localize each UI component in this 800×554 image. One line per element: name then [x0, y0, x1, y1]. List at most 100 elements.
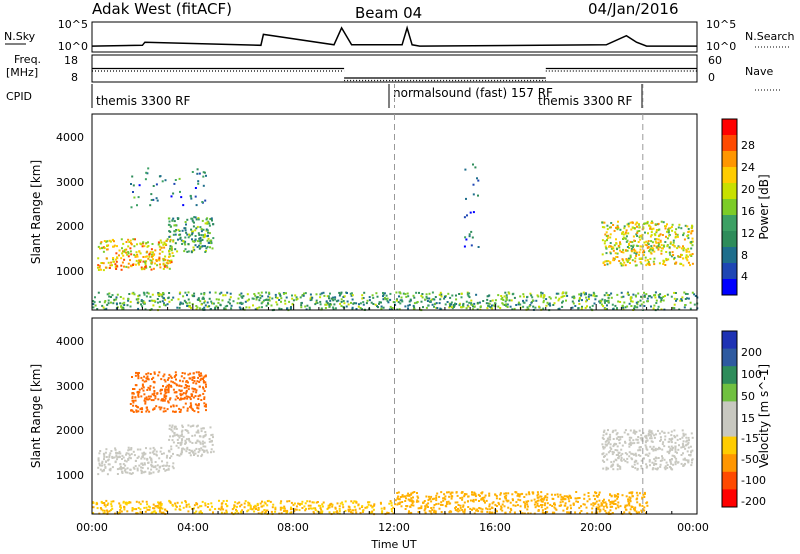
data-cell	[662, 244, 665, 247]
data-cell	[153, 510, 156, 513]
data-cell	[498, 497, 501, 500]
data-cell	[218, 292, 221, 295]
data-cell	[311, 296, 314, 299]
data-cell	[410, 512, 413, 514]
data-cell	[428, 495, 430, 498]
data-cell	[217, 507, 220, 510]
data-cell	[204, 504, 207, 507]
data-cell	[224, 294, 227, 297]
data-cell	[609, 251, 612, 254]
data-cell	[659, 293, 662, 296]
data-cell	[635, 251, 638, 254]
data-cell	[121, 252, 124, 255]
data-cell	[209, 426, 212, 429]
data-cell	[473, 305, 476, 308]
data-cell	[617, 456, 620, 459]
data-cell	[650, 234, 653, 237]
colorbar-swatch	[722, 263, 737, 280]
data-cell	[119, 463, 122, 465]
data-cell	[527, 307, 530, 310]
data-cell	[235, 510, 238, 513]
data-cell	[691, 291, 694, 294]
data-cell	[304, 292, 307, 295]
data-cell	[362, 303, 365, 306]
data-cell	[473, 302, 476, 305]
data-cell	[500, 506, 503, 509]
data-cell	[121, 454, 124, 457]
data-cell	[188, 438, 190, 441]
data-cell	[285, 296, 288, 299]
data-cell	[245, 306, 248, 309]
data-cell	[618, 442, 621, 445]
data-cell	[657, 248, 660, 251]
data-cell	[650, 220, 653, 223]
data-cell	[612, 259, 615, 262]
data-cell	[240, 292, 243, 295]
velocity-y-ticks: 4000 3000 2000 1000	[56, 335, 84, 482]
data-cell	[652, 307, 655, 310]
data-cell	[147, 505, 150, 508]
data-cell	[577, 307, 580, 310]
power-heatmap	[92, 163, 699, 312]
data-cell	[507, 499, 510, 502]
data-cell	[110, 509, 113, 512]
data-cell	[636, 501, 639, 504]
data-cell	[200, 455, 203, 458]
data-cell	[190, 395, 193, 398]
data-cell	[127, 245, 130, 248]
data-cell	[142, 389, 145, 392]
data-cell	[613, 244, 616, 247]
data-cell	[183, 250, 186, 253]
data-cell	[460, 306, 462, 309]
data-cell	[472, 493, 475, 496]
data-cell	[322, 501, 325, 504]
power-colorbar	[722, 119, 737, 296]
data-cell	[154, 262, 157, 265]
data-cell	[225, 499, 228, 502]
data-cell	[682, 465, 685, 467]
data-cell	[340, 300, 343, 303]
data-cell	[566, 506, 569, 509]
data-cell	[643, 222, 646, 225]
data-cell	[518, 495, 521, 498]
data-cell	[382, 306, 385, 309]
data-cell	[540, 506, 543, 509]
data-cell	[148, 387, 151, 390]
data-cell	[510, 299, 513, 302]
data-cell	[619, 301, 622, 303]
data-cell	[470, 230, 473, 233]
data-cell	[636, 438, 639, 441]
data-cell	[237, 297, 240, 300]
data-cell	[129, 468, 132, 471]
data-cell	[108, 510, 111, 513]
data-cell	[134, 465, 137, 468]
data-cell	[653, 434, 656, 437]
data-cell	[635, 510, 638, 513]
data-cell	[671, 229, 674, 232]
data-cell	[677, 255, 680, 258]
data-cell	[116, 473, 119, 475]
data-cell	[592, 504, 595, 507]
data-cell	[153, 507, 156, 510]
data-cell	[407, 295, 410, 298]
data-cell	[156, 264, 159, 267]
data-cell	[309, 293, 312, 296]
data-cell	[546, 496, 549, 499]
data-cell	[613, 258, 616, 260]
data-cell	[530, 499, 533, 502]
data-cell	[168, 250, 171, 252]
data-cell	[372, 508, 375, 511]
data-cell	[440, 503, 442, 506]
data-cell	[198, 375, 201, 377]
data-cell	[325, 303, 328, 306]
data-cell	[202, 445, 205, 448]
data-cell	[164, 255, 167, 258]
data-cell	[125, 452, 128, 455]
data-cell	[257, 292, 260, 295]
data-cell	[300, 306, 303, 309]
data-cell	[485, 507, 488, 510]
data-cell	[623, 225, 626, 228]
data-cell	[408, 300, 411, 303]
data-cell	[264, 502, 267, 505]
data-cell	[181, 424, 184, 427]
